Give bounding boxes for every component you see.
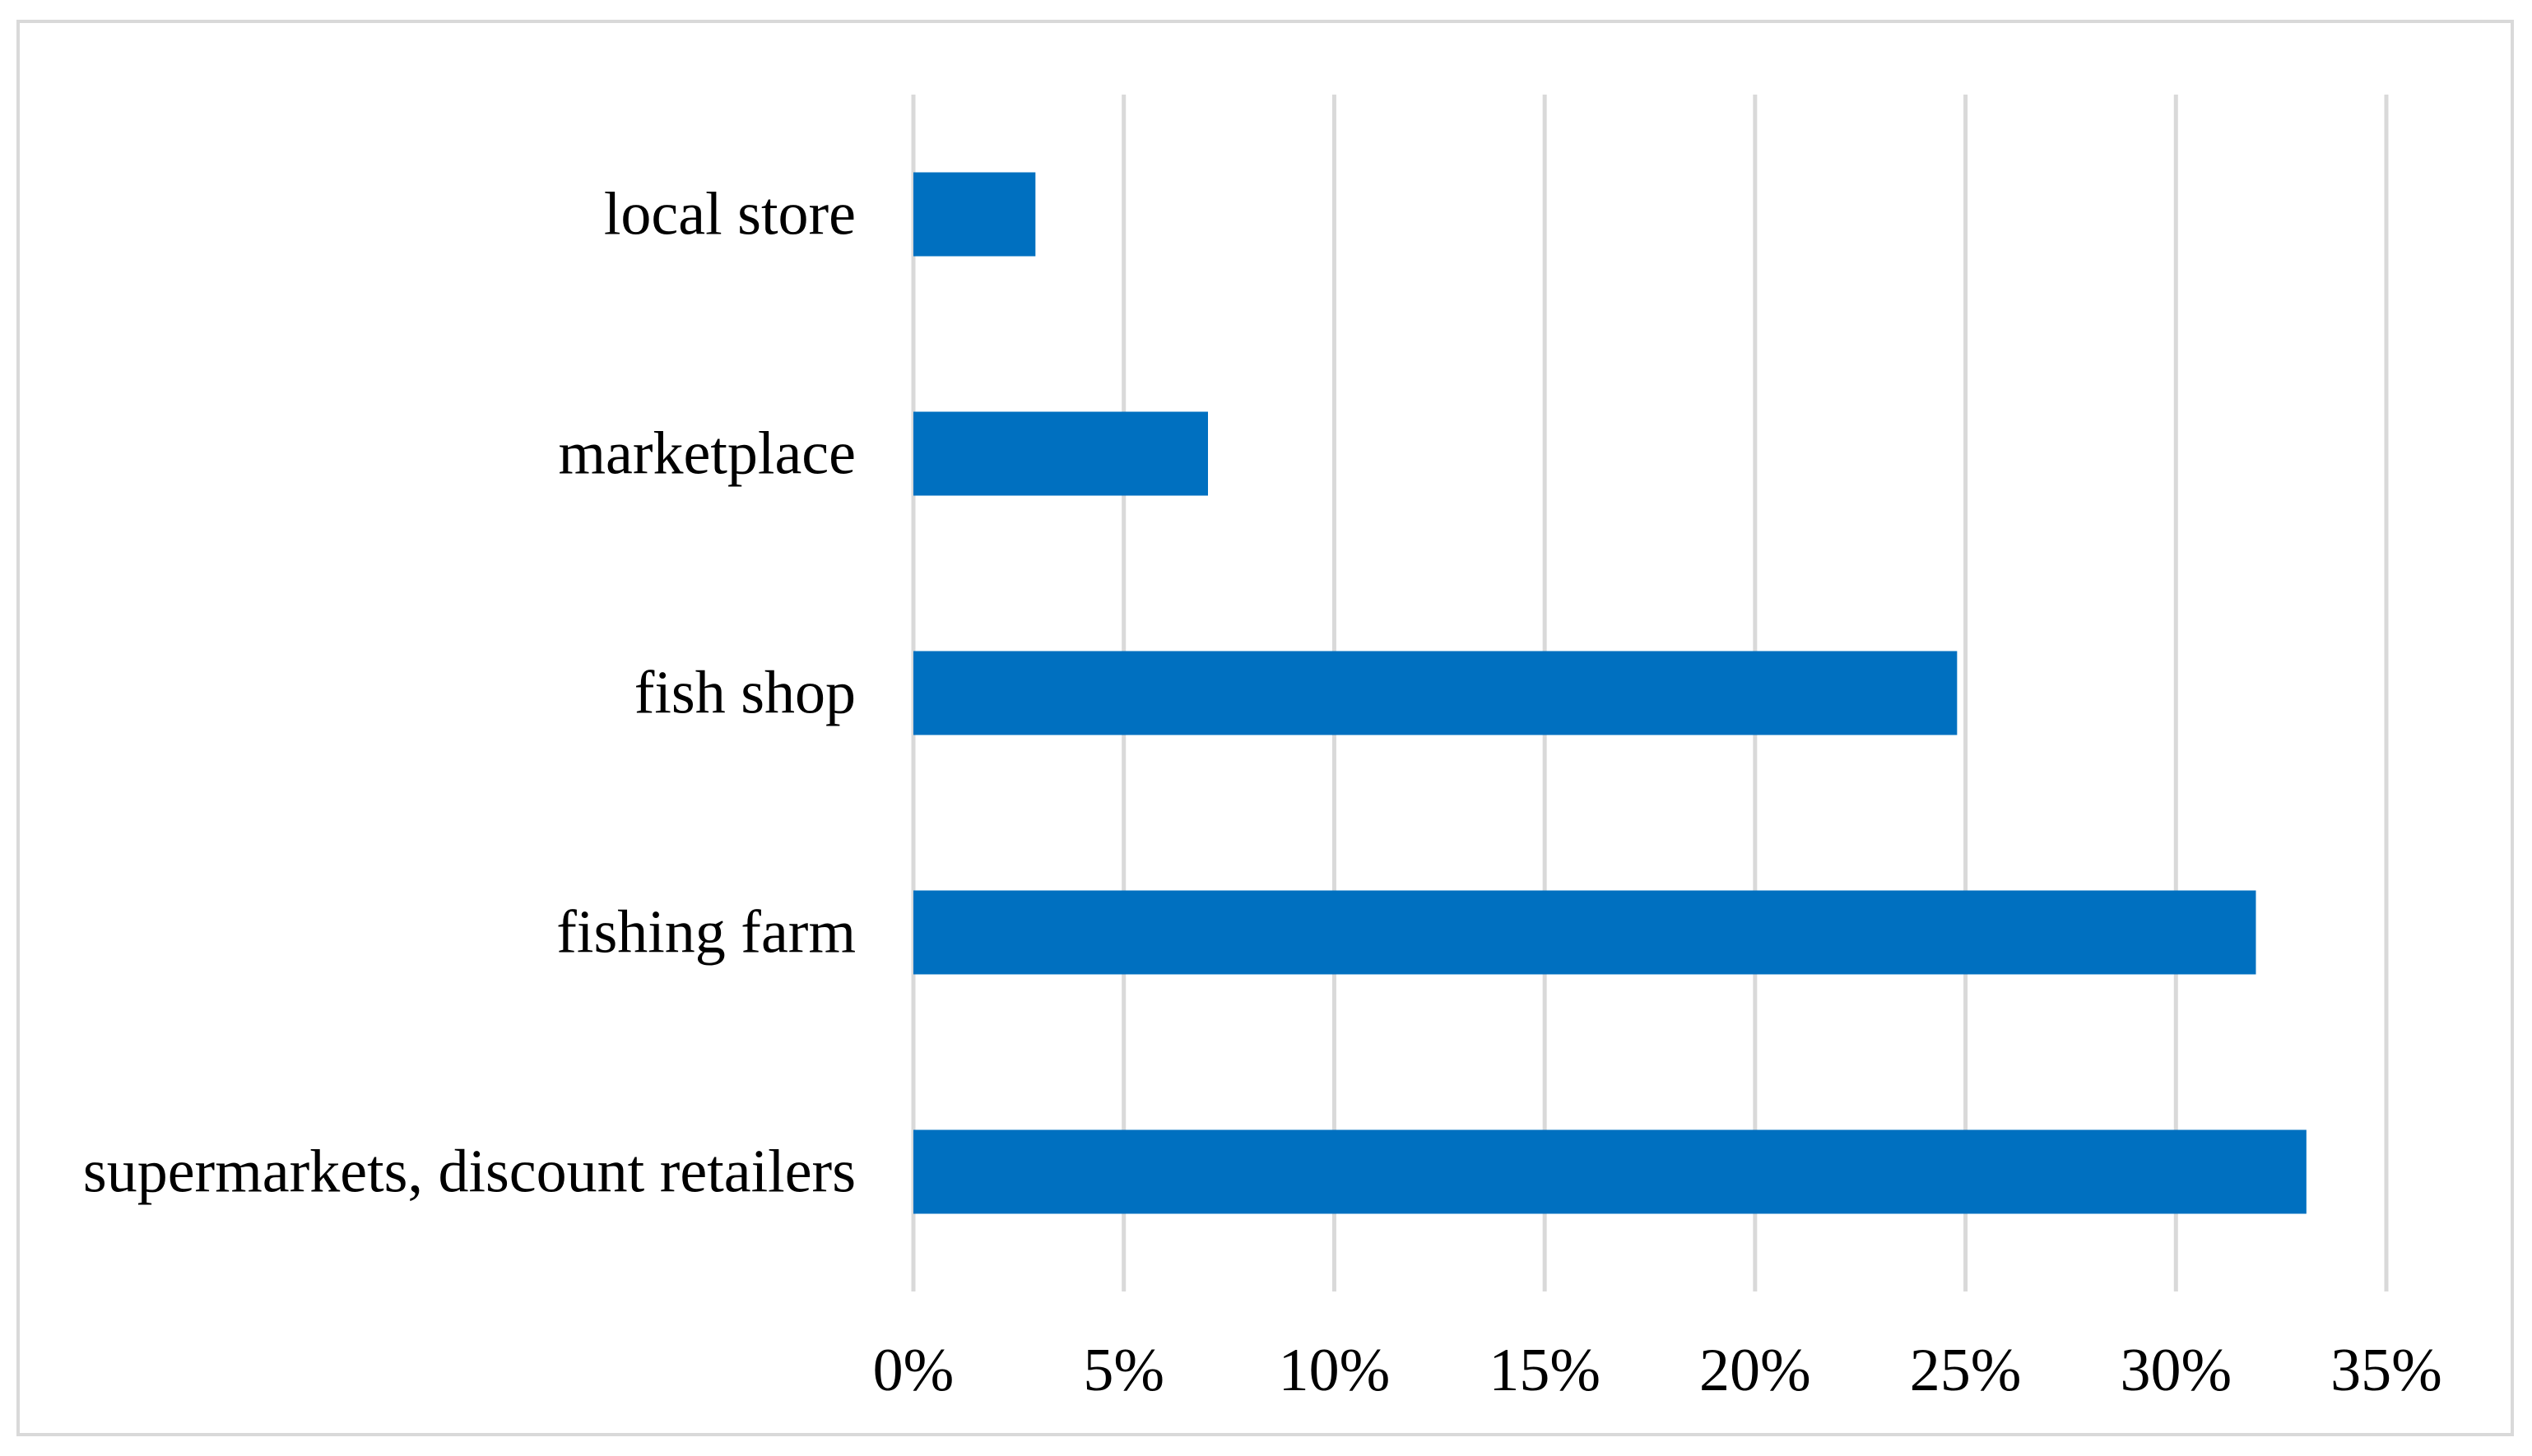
bar (913, 172, 1036, 257)
category-label: fish shop (634, 660, 856, 727)
x-tick-label: 35% (2330, 1337, 2442, 1404)
bars (913, 172, 2307, 1214)
x-tick-label: 30% (2120, 1337, 2232, 1404)
bar (913, 411, 1208, 496)
x-tick-label: 15% (1489, 1337, 1601, 1404)
bar (913, 651, 1958, 735)
x-tick-label: 5% (1083, 1337, 1164, 1404)
category-label: fishing farm (556, 899, 856, 967)
category-label: local store (604, 181, 856, 248)
x-tick-labels: 0% 5% 10% 15% 20% 25% 30% 35% (873, 1337, 2442, 1404)
category-label: supermarkets, discount retailers (83, 1138, 856, 1206)
x-tick-label: 10% (1279, 1337, 1391, 1404)
category-label: marketplace (558, 420, 856, 488)
x-tick-label: 25% (1910, 1337, 2022, 1404)
bar (913, 890, 2256, 975)
category-labels: local store marketplace fish shop fishing f… (83, 181, 856, 1206)
bar (913, 1129, 2307, 1214)
x-tick-label: 0% (873, 1337, 955, 1404)
x-tick-label: 20% (1699, 1337, 1811, 1404)
